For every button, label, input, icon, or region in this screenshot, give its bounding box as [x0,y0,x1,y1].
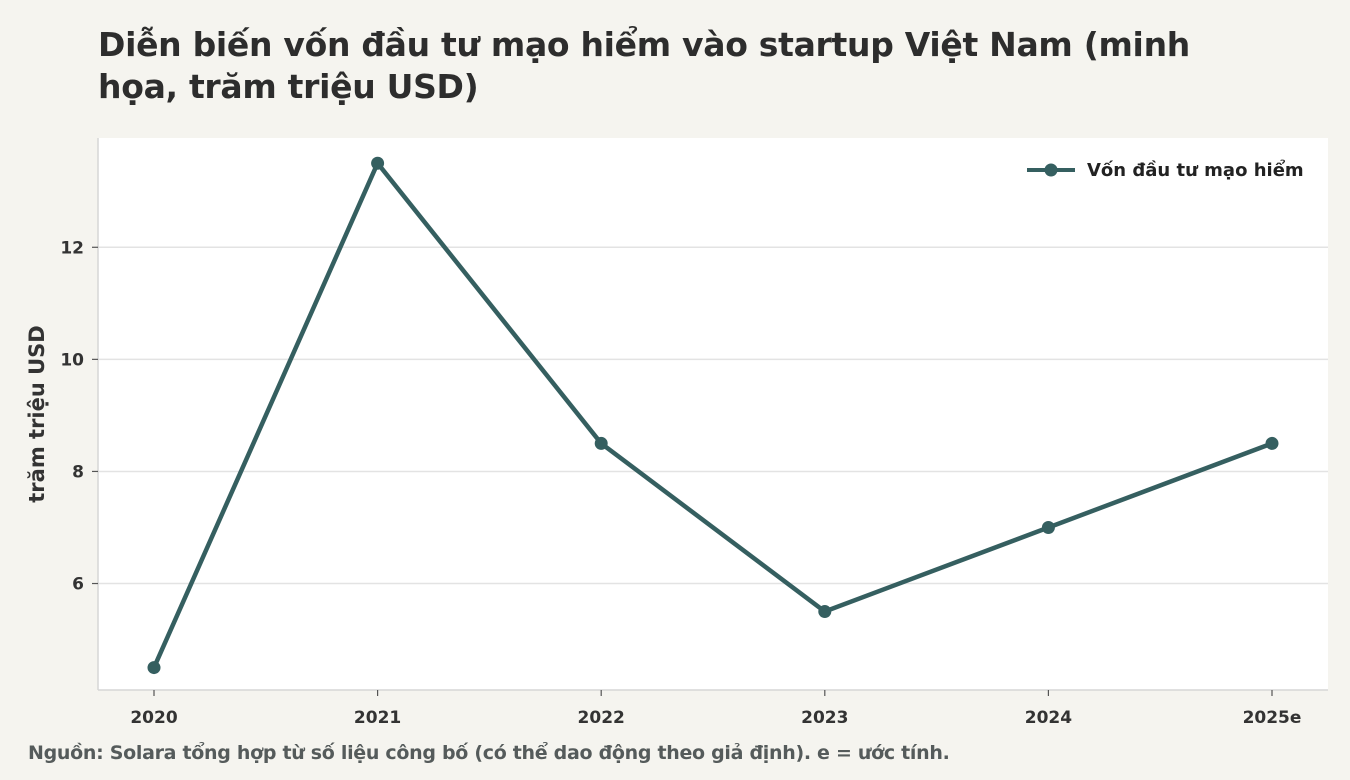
data-point [594,436,608,450]
legend-label: Vốn đầu tư mạo hiểm [1087,159,1304,181]
x-tick-label: 2024 [1025,708,1072,728]
y-ticks: 6 8 10 12 [60,238,98,595]
plot-area [98,138,1328,690]
legend-marker-swatch [1044,163,1058,177]
x-tick-label: 2022 [578,708,625,728]
y-tick-label: 12 [60,238,84,258]
y-axis-label: trăm triệu USD [25,325,49,502]
x-ticks: 2020 2021 2022 2023 2024 2025e [130,690,1301,728]
x-tick-label: 2023 [801,708,848,728]
x-tick-label: 2020 [130,708,177,728]
series-line [151,160,1273,669]
series [147,156,1279,675]
data-point [1041,520,1055,534]
data-point [147,661,161,675]
y-tick-label: 6 [72,575,84,595]
x-tick-label: 2021 [354,708,401,728]
y-tick-label: 10 [60,350,84,370]
x-tick-label: 2025e [1243,708,1302,728]
y-tick-label: 8 [72,462,84,482]
data-point [1265,436,1279,450]
data-point [371,156,385,170]
grid-lines [98,246,1328,585]
data-point [818,605,832,619]
legend: Vốn đầu tư mạo hiểm [1027,159,1304,181]
chart-title: Diễn biến vốn đầu tư mạo hiểm vào startu… [98,25,1190,106]
source-note: Nguồn: Solara tổng hợp từ số liệu công b… [28,742,950,764]
